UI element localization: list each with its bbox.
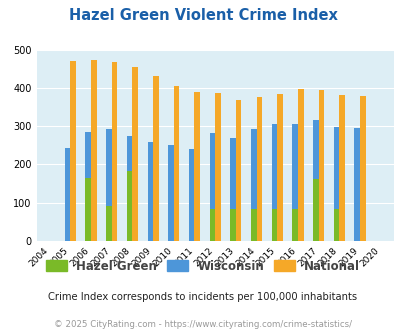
Bar <box>194 92 200 241</box>
Bar <box>91 60 96 241</box>
Bar <box>359 96 364 241</box>
Bar <box>250 129 256 241</box>
Bar <box>85 132 91 241</box>
Bar <box>250 209 256 241</box>
Bar <box>333 209 339 241</box>
Bar <box>126 171 132 241</box>
Bar <box>292 124 297 241</box>
Bar <box>209 209 215 241</box>
Bar <box>318 90 324 241</box>
Bar <box>271 209 277 241</box>
Bar <box>235 100 241 241</box>
Bar <box>70 61 76 241</box>
Bar <box>230 138 235 241</box>
Bar <box>168 145 173 241</box>
Bar <box>230 209 235 241</box>
Bar <box>256 97 262 241</box>
Bar <box>147 142 153 241</box>
Bar <box>292 209 297 241</box>
Bar <box>126 136 132 241</box>
Bar <box>215 93 220 241</box>
Bar <box>297 88 303 241</box>
Bar <box>85 178 91 241</box>
Bar <box>111 62 117 241</box>
Bar <box>188 149 194 241</box>
Bar <box>209 133 215 241</box>
Bar <box>312 179 318 241</box>
Bar <box>65 148 70 241</box>
Bar <box>312 119 318 241</box>
Text: Crime Index corresponds to incidents per 100,000 inhabitants: Crime Index corresponds to incidents per… <box>48 292 357 302</box>
Bar <box>333 127 339 241</box>
Bar <box>277 94 282 241</box>
Bar <box>153 76 158 241</box>
Bar <box>132 67 138 241</box>
Legend: Hazel Green, Wisconsin, National: Hazel Green, Wisconsin, National <box>41 255 364 278</box>
Bar <box>173 86 179 241</box>
Bar <box>271 124 277 241</box>
Text: © 2025 CityRating.com - https://www.cityrating.com/crime-statistics/: © 2025 CityRating.com - https://www.city… <box>54 320 351 329</box>
Bar <box>106 129 111 241</box>
Text: Hazel Green Violent Crime Index: Hazel Green Violent Crime Index <box>68 8 337 23</box>
Bar <box>106 207 111 241</box>
Bar <box>354 128 359 241</box>
Bar <box>339 95 344 241</box>
